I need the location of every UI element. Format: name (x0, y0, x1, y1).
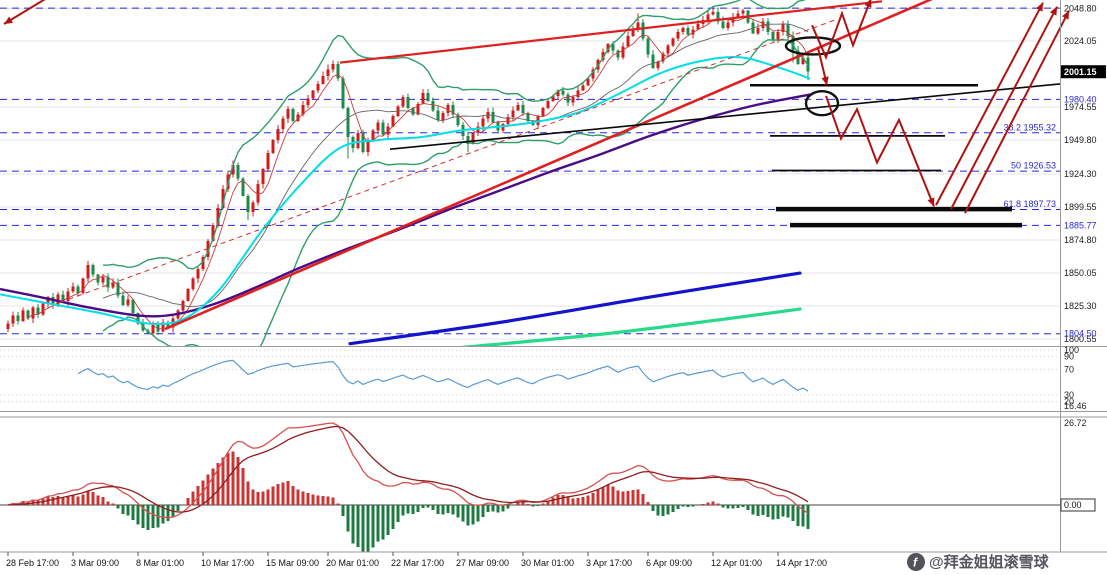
price-axis-label: 1899.55 (1064, 202, 1097, 212)
time-axis-label: 14 Apr 17:00 (776, 558, 827, 568)
rsi-level-label: 70 (1064, 364, 1074, 374)
projection-arrow (950, 6, 1058, 210)
projection-arrow (964, 10, 1070, 214)
time-axis-label: 22 Mar 17:00 (391, 558, 444, 568)
price-gridlines (0, 7, 1060, 340)
annotation-ellipse (784, 36, 842, 56)
time-axis-label: 12 Apr 01:00 (711, 558, 762, 568)
svg-text:f: f (913, 556, 918, 570)
price-axis-label: 2024.05 (1064, 36, 1097, 46)
bollinger-lower-line (102, 39, 809, 346)
bollinger-upper-line (102, 0, 806, 270)
time-axis-label: 27 Mar 09:00 (456, 558, 509, 568)
fib-level-label: 61.8 1897.73 (1003, 199, 1056, 209)
cyan-ma-line (0, 56, 811, 326)
purple-ma-line (0, 93, 811, 318)
time-axis-label: 6 Apr 09:00 (646, 558, 692, 568)
candles-layer (6, 7, 810, 337)
black-support-line (389, 83, 1060, 150)
watermark-logo-icon (907, 553, 925, 571)
price-axis-label: 1800.55 (1064, 334, 1097, 344)
red-dashed-trendline (59, 19, 836, 303)
time-axis-label: 15 Mar 09:00 (266, 558, 319, 568)
rsi-panel[interactable] (0, 349, 1060, 403)
bollinger-middle-line (102, 23, 809, 308)
price-axis-fib-label: 1980.40 (1064, 94, 1097, 104)
price-axis-label: 1949.80 (1064, 135, 1097, 145)
blue-trend-ma (348, 271, 802, 346)
main-price-panel[interactable] (0, 0, 1060, 387)
price-axis[interactable]: 2048.80 2024.05 1974.55 1949.80 1924.30 1899.… (1061, 3, 1106, 344)
rsi-current-label: 16.46 (1064, 401, 1087, 411)
projection-arrow (811, 0, 872, 60)
macd-dea-line (7, 425, 809, 513)
macd-dif-line (7, 422, 809, 519)
price-axis-fib-label: 1804.50 (1064, 329, 1097, 339)
time-axis[interactable]: 28 Feb 17:00 3 Mar 09:00 8 Mar 01:00 10 Mar… (6, 552, 827, 568)
fib-level-label: 38.2 1955.32 (1003, 122, 1056, 132)
watermark: f @拜金姐姐滚雪球 (907, 552, 1051, 573)
fast-ma-line (27, 16, 809, 330)
time-axis-label: 3 Mar 09:00 (71, 558, 119, 568)
macd-histogram (11, 451, 810, 552)
panel-frame (0, 0, 1107, 553)
time-axis-label: 30 Mar 01:00 (521, 558, 574, 568)
projection-arrow (935, 2, 1044, 206)
macd-top-label: 26.72 (1064, 418, 1087, 428)
projection-arrow (825, 95, 935, 207)
price-axis-label: 2048.80 (1064, 3, 1097, 13)
watermark-text: @拜金姐姐滚雪球 (929, 553, 1050, 571)
rsi-line (77, 359, 809, 392)
annotations-layer (3, 0, 1070, 214)
red-trendline (339, 0, 883, 64)
current-price-tag: 2001.15 (1061, 65, 1106, 79)
rsi-level-label: 90 (1064, 352, 1074, 362)
price-axis-label: 1825.30 (1064, 301, 1097, 311)
rsi-level-label: 30 (1064, 390, 1074, 400)
red-trendline (164, 0, 933, 331)
price-axis-label: 1850.05 (1064, 268, 1097, 278)
projection-arrow (3, 0, 46, 25)
price-axis-fib-label: 1885.77 (1064, 220, 1097, 230)
time-axis-label: 20 Mar 01:00 (326, 558, 379, 568)
macd-panel[interactable] (0, 422, 1060, 552)
svg-text:0.00: 0.00 (1064, 500, 1082, 510)
price-axis-label: 1924.30 (1064, 169, 1097, 179)
price-axis-label: 1974.55 (1064, 102, 1097, 112)
indicator-lines (0, 0, 1060, 346)
price-axis-label: 1874.80 (1064, 235, 1097, 245)
projection-arrow (817, 47, 829, 86)
time-axis-label: 8 Mar 01:00 (136, 558, 184, 568)
svg-text:2001.15: 2001.15 (1064, 67, 1097, 77)
macd-zero-tag: 0.00 (1060, 498, 1096, 512)
rsi-level-label: 20 (1064, 397, 1074, 407)
green-trend-ma (460, 307, 802, 346)
fib-level-label: 50 1926.53 (1011, 161, 1056, 171)
time-axis-label: 3 Apr 17:00 (586, 558, 632, 568)
time-axis-label: 10 Mar 17:00 (201, 558, 254, 568)
annotation-ellipse (804, 90, 840, 117)
rsi-level-label: 100 (1064, 345, 1079, 355)
time-axis-label: 28 Feb 17:00 (6, 558, 59, 568)
